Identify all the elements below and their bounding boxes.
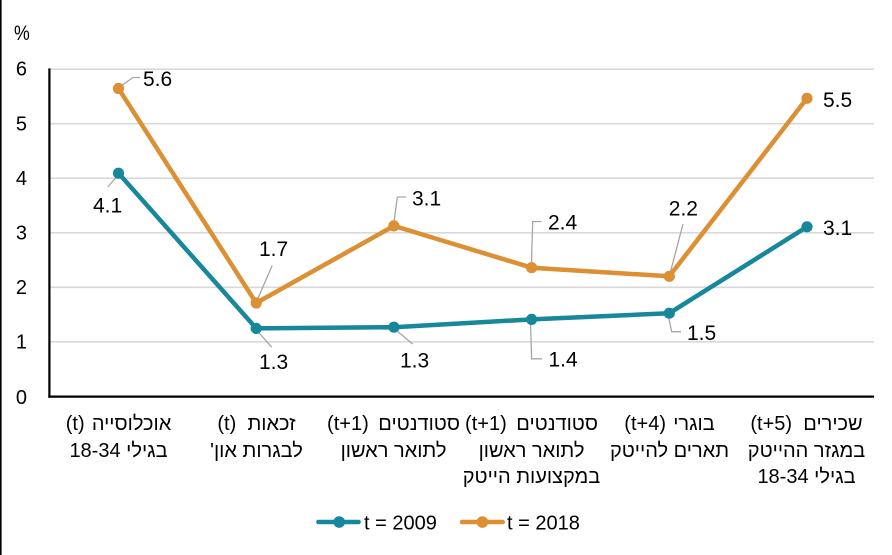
svg-text:1.7: 1.7 <box>259 238 288 261</box>
svg-text:6: 6 <box>16 59 27 81</box>
svg-text:t = 2018: t = 2018 <box>507 513 580 535</box>
svg-text:0: 0 <box>16 387 27 409</box>
svg-text:1.5: 1.5 <box>687 322 716 345</box>
svg-text:3.1: 3.1 <box>412 188 441 211</box>
svg-text:1.3: 1.3 <box>259 351 288 374</box>
svg-text:5: 5 <box>16 113 27 135</box>
svg-text:1.4: 1.4 <box>549 349 579 372</box>
svg-text:%: % <box>14 22 30 45</box>
svg-text:3: 3 <box>16 222 27 244</box>
svg-text:t = 2009: t = 2009 <box>364 513 437 535</box>
svg-text:5.6: 5.6 <box>143 68 172 91</box>
svg-text:5.5: 5.5 <box>823 89 852 112</box>
svg-text:4: 4 <box>16 168 27 190</box>
svg-text:4.1: 4.1 <box>93 195 122 218</box>
svg-text:2.2: 2.2 <box>669 198 698 221</box>
svg-text:1.3: 1.3 <box>400 350 429 373</box>
svg-text:2.4: 2.4 <box>548 212 578 235</box>
svg-text:3.1: 3.1 <box>823 217 852 240</box>
svg-text:2: 2 <box>16 277 27 299</box>
svg-text:1: 1 <box>16 331 27 353</box>
